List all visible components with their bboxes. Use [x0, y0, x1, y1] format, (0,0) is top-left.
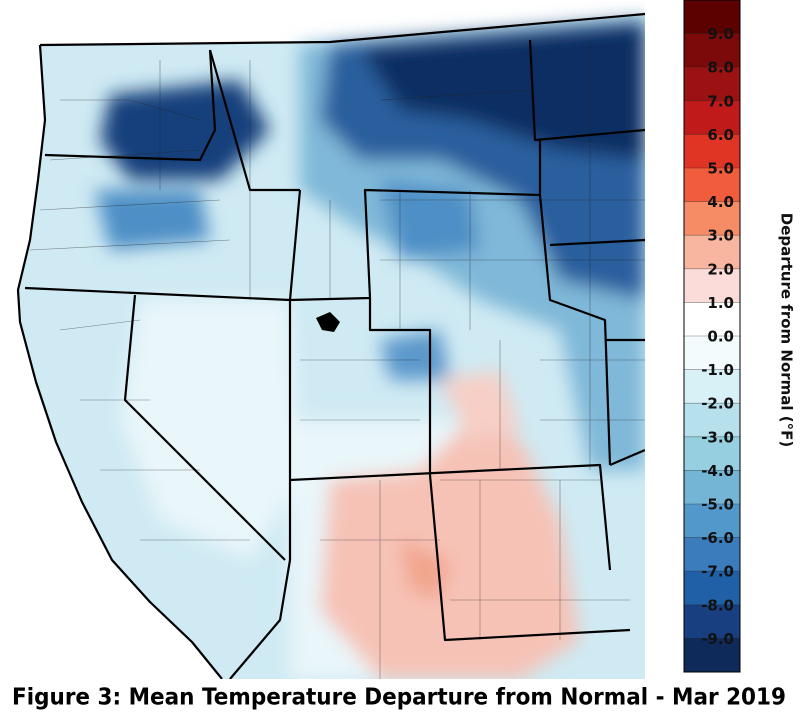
colorbar-bin	[684, 403, 740, 437]
colorbar-bin	[684, 0, 740, 34]
colorbar-bin	[684, 268, 740, 303]
colorbar-bin	[684, 504, 740, 538]
colorbar-bin	[684, 201, 740, 236]
colorbar-bin	[684, 369, 740, 404]
caption-background	[0, 679, 800, 717]
map	[16, 12, 645, 679]
colorbar-bin	[684, 436, 740, 471]
colorbar-bin	[684, 134, 740, 168]
colorbar-tick-label: -9.0	[701, 630, 734, 648]
colorbar-tick-label: -5.0	[701, 496, 734, 514]
colorbar-tick-label: 6.0	[707, 126, 734, 144]
colorbar-tick-label: 3.0	[707, 227, 734, 245]
county-lines	[29, 40, 645, 679]
colorbar-tick-label: 5.0	[707, 160, 734, 178]
colorbar-bin	[684, 571, 740, 605]
colorbar-tick-label: -7.0	[701, 563, 734, 581]
colorbar-bin	[684, 100, 740, 135]
colorbar-tick-label: -8.0	[701, 596, 734, 614]
colorbar-bin	[684, 537, 740, 572]
colorbar-bin	[684, 302, 740, 336]
colorbar-tick-label: -3.0	[701, 428, 734, 446]
colorbar-bin	[684, 33, 740, 68]
state-borders	[16, 12, 645, 679]
colorbar-bin	[684, 235, 740, 269]
colorbar-tick-label: 0.0	[707, 328, 734, 346]
colorbar-title: Departure from Normal (°F)	[778, 213, 796, 447]
colorbar-bin	[684, 168, 740, 202]
colorbar-tick-label: -6.0	[701, 529, 734, 547]
colorbar-bin	[684, 638, 740, 672]
caption: Figure 3: Mean Temperature Departure fro…	[12, 685, 786, 711]
great-salt-lake	[316, 312, 340, 332]
colorbar-tick-label: 4.0	[707, 193, 734, 211]
colorbar-tick-label: -1.0	[701, 361, 734, 379]
colorbar-tick-label: 8.0	[707, 59, 734, 77]
colorbar-bin	[684, 67, 740, 101]
colorbar-tick-label: 1.0	[707, 294, 734, 312]
colorbar-tick-label: 2.0	[707, 260, 734, 278]
colorbar-bin	[684, 336, 740, 370]
colorbar-bin	[684, 604, 740, 639]
colorbar-tick-label: 9.0	[707, 25, 734, 43]
colorbar-tick-label: -2.0	[701, 395, 734, 413]
colorbar-tick-label: 7.0	[707, 92, 734, 110]
colorbar: 9.0 8.0 7.0 6.0 5.0 4.0 3.0 2.0 1.0 0.0 -1.0 -2.0 -3…	[683, 0, 741, 673]
colorbar-bin	[684, 470, 740, 504]
colorbar-tick-label: -4.0	[701, 462, 734, 480]
